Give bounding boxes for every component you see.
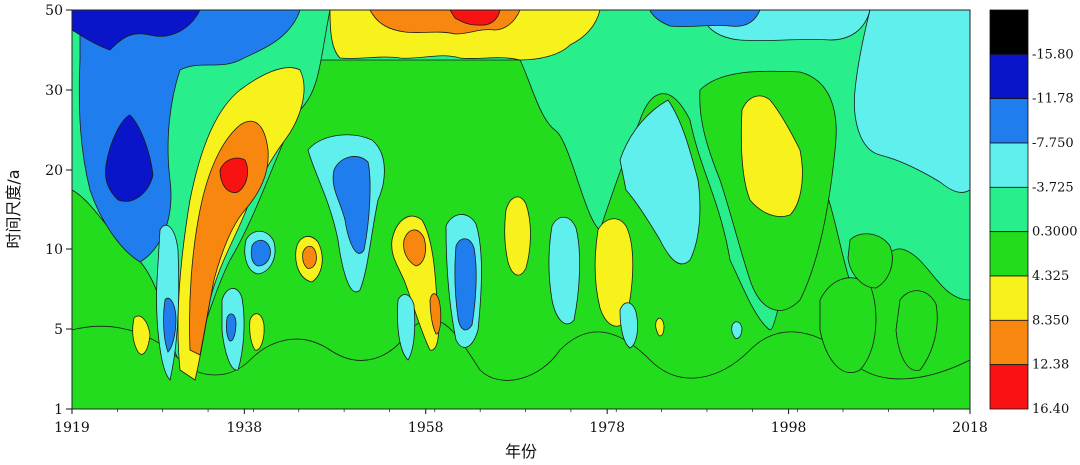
contour-cyan-1993 — [731, 321, 743, 339]
contour-orange-1944 — [302, 245, 317, 269]
contour-blue-1939 — [250, 239, 271, 267]
x-tick-label: 1998 — [771, 420, 807, 436]
contour-blue-1963 — [454, 238, 477, 331]
contour-blue-1950 — [332, 156, 371, 254]
legend-label: -3.725 — [1032, 180, 1074, 195]
contour-red-1936 — [219, 157, 249, 193]
legend-swatch — [989, 53, 1029, 100]
legend-swatch — [989, 98, 1029, 144]
contour-yellow-1957 — [391, 215, 439, 351]
y-tick-label: 50 — [45, 3, 63, 19]
contour-red-top — [449, 10, 501, 26]
y-tick-label: 1 — [54, 402, 63, 418]
contour-cyan-1987 — [619, 99, 701, 265]
contour-cyan-1956 — [397, 294, 416, 361]
x-tick-label: 1938 — [227, 420, 263, 436]
x-axis: 1919 1938 1958 1978 1998 2018 — [54, 409, 988, 436]
legend-label: 0.3000 — [1032, 225, 1078, 240]
x-tick-label: 1978 — [589, 420, 625, 436]
y-tick-label: 30 — [45, 83, 63, 99]
plot-frame — [71, 9, 971, 410]
legend-swatch — [989, 186, 1029, 233]
legend-label: -7.750 — [1032, 136, 1074, 151]
legend-swatch — [989, 142, 1029, 188]
legend-label: 12.38 — [1032, 358, 1069, 373]
contour-cyan-1974 — [548, 216, 581, 325]
legend-label: 16.40 — [1032, 402, 1069, 417]
contour-orange-1957 — [403, 229, 426, 267]
contour-orange-1958 — [429, 293, 442, 335]
contour-layer — [72, 10, 970, 409]
contour-darkblue-top-left — [72, 10, 201, 51]
x-axis-title: 年份 — [505, 442, 537, 461]
x-tick-label: 1958 — [408, 420, 444, 436]
legend-swatch — [989, 9, 1029, 55]
y-tick-label: 10 — [45, 242, 63, 258]
contour-yellow-1981 — [655, 317, 665, 337]
legend-label: 8.350 — [1032, 313, 1069, 328]
y-axis-title: 时间尺度/a — [4, 169, 23, 248]
y-tick-label: 5 — [54, 322, 63, 338]
contour-orange-1936 — [189, 120, 269, 356]
x-tick-label: 1919 — [54, 420, 90, 436]
contour-blue-1937 — [226, 313, 237, 342]
contour-green-2007 — [847, 233, 893, 289]
legend-label: -15.80 — [1032, 47, 1074, 62]
legend-label: 4.325 — [1032, 269, 1069, 284]
contour-yellow-1925 — [132, 315, 151, 355]
legend-swatch — [989, 319, 1029, 366]
contour-yellow-1997 — [740, 95, 803, 217]
legend-swatch — [989, 231, 1029, 277]
legend-swatch — [989, 275, 1029, 321]
contour-cyan-1981 — [619, 302, 638, 349]
contour-green-2010 — [895, 290, 938, 371]
contour-cyan-2013 — [854, 10, 970, 193]
legend-label: -11.78 — [1032, 92, 1074, 107]
y-axis: 1 5 10 20 30 50 — [45, 3, 72, 418]
contour-blue-top-1990 — [649, 10, 761, 27]
contour-yellow-1968 — [504, 196, 531, 276]
contour-blue-1927-small — [163, 297, 177, 353]
color-legend: -15.80 -11.78 -7.750 -3.725 0.3000 4.325 8.350… — [989, 9, 1078, 417]
x-tick-label: 2018 — [952, 420, 988, 436]
contour-green-2004 — [819, 277, 877, 373]
contour-yellow-1939 — [249, 313, 265, 351]
contour-darkblue-core-left — [105, 114, 154, 202]
y-tick-label: 20 — [45, 163, 63, 179]
contour-green-lower — [72, 318, 970, 409]
legend-swatch — [989, 364, 1029, 410]
